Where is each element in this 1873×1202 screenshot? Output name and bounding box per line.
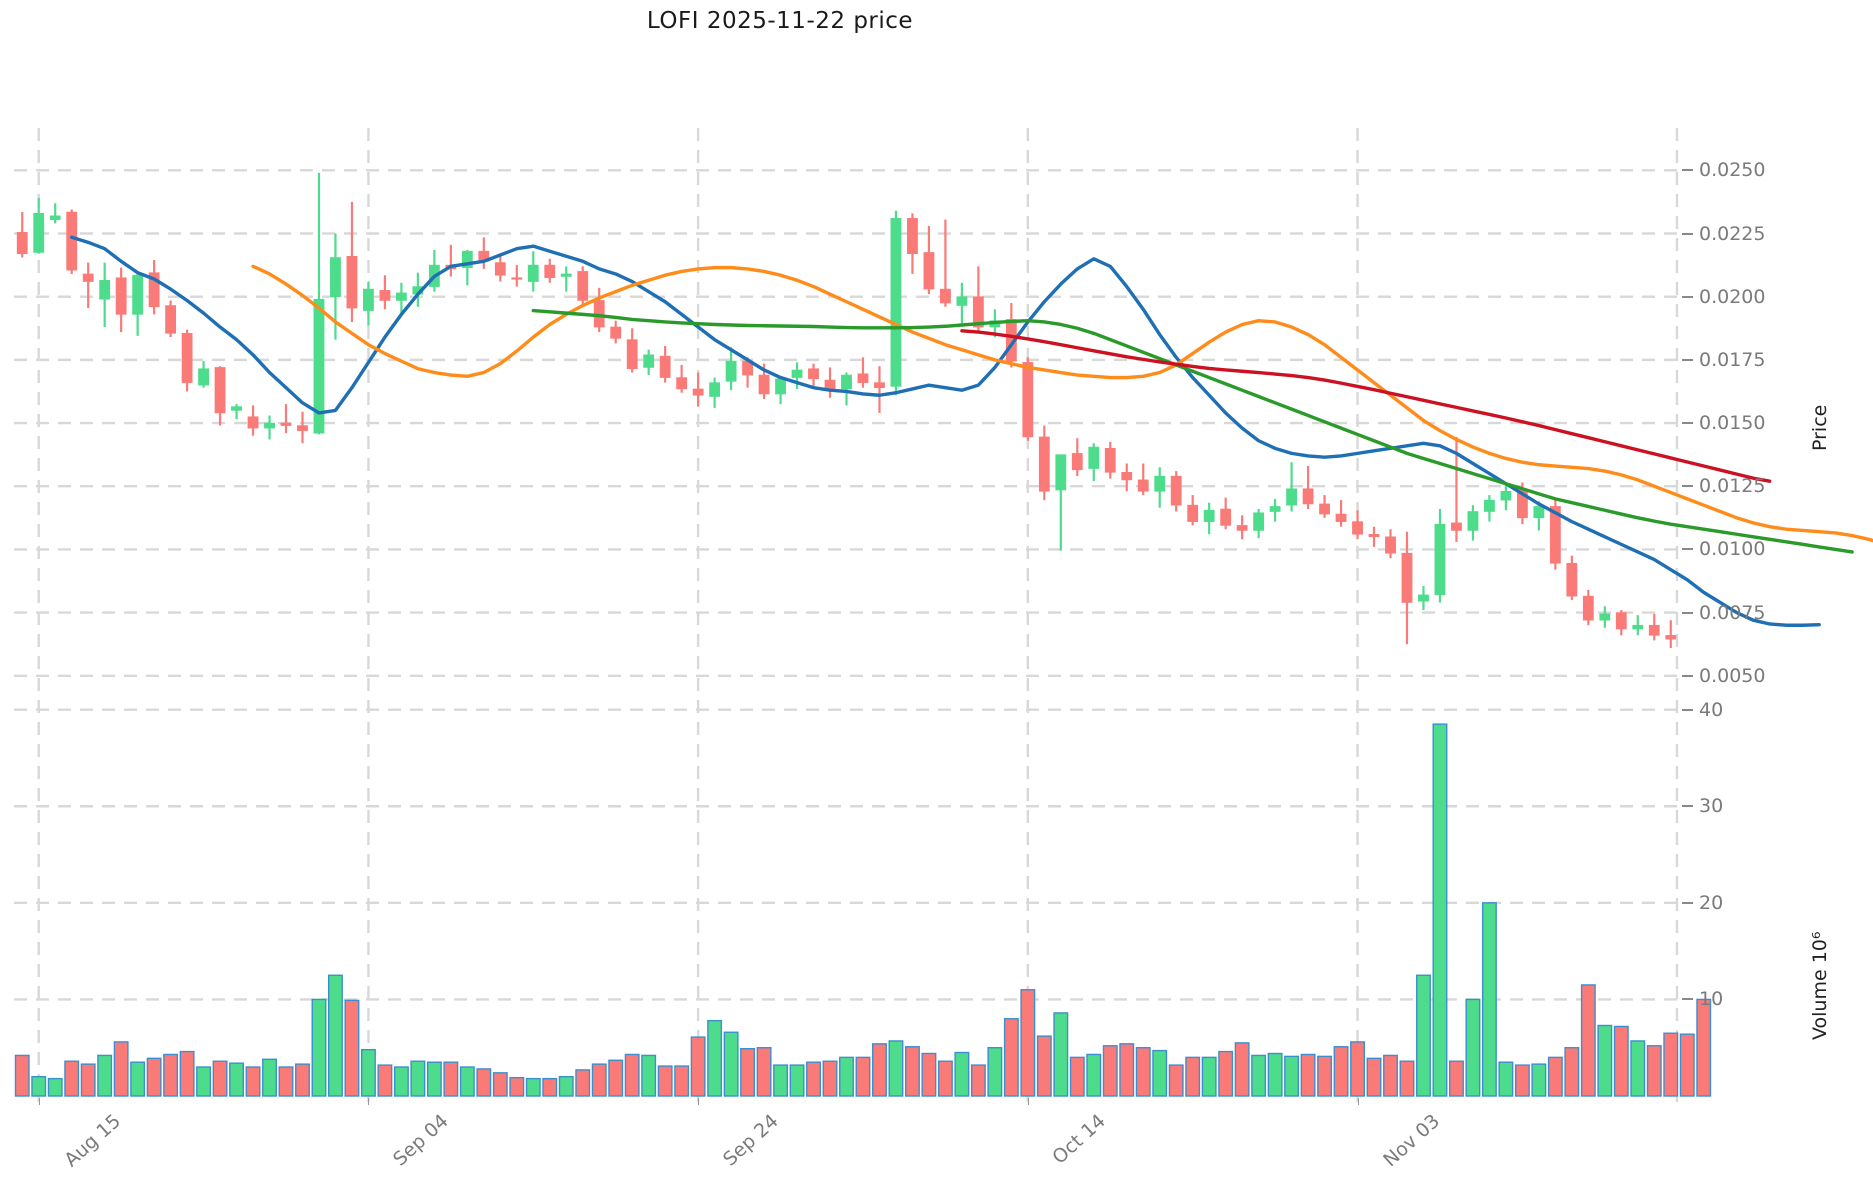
axis-tick-label: 20	[1699, 891, 1724, 914]
x-tick-label: Sep 04	[389, 1110, 454, 1171]
axis-tick-mark	[1682, 611, 1693, 614]
axis-tick-label: 0.0100	[1699, 538, 1766, 561]
ma-line-0	[70, 235, 1821, 627]
price-panel	[14, 128, 1873, 696]
ma-line-1	[251, 264, 1873, 543]
axis-tick-label: 0.0075	[1699, 601, 1766, 624]
axis-tick-mark	[1682, 485, 1693, 488]
axis-tick-label: 0.0250	[1699, 159, 1766, 182]
axis-tick-mark	[1682, 805, 1693, 808]
axis-tick-mark	[1682, 295, 1693, 298]
axis-tick-label: 10	[1699, 988, 1724, 1011]
axis-tick-label: 0.0125	[1699, 475, 1766, 498]
axis-tick-label: 0.0200	[1699, 285, 1766, 308]
axis-tick-mark	[1682, 548, 1693, 551]
axis-tick-mark	[1682, 998, 1693, 1001]
axis-tick-mark	[1682, 422, 1693, 425]
chart-title: LOFI 2025-11-22 price	[646, 8, 914, 34]
axis-tick-mark	[1682, 708, 1693, 711]
x-tick-mark	[1357, 1098, 1359, 1105]
axis-tick-label: 0.0050	[1699, 664, 1766, 687]
x-tick-label: Aug 15	[60, 1110, 125, 1172]
x-tick-mark	[38, 1098, 40, 1105]
axis-tick-label: 0.0175	[1699, 348, 1766, 371]
ma-line-2	[531, 308, 1854, 554]
volume-panel	[14, 700, 1712, 1102]
x-tick-mark	[368, 1098, 370, 1105]
volume-plot	[14, 700, 1712, 1102]
ma-line-3	[960, 329, 1772, 483]
axis-tick-mark	[1682, 674, 1693, 677]
price-axis-title: Price	[1809, 404, 1831, 452]
axis-tick-mark	[1682, 901, 1693, 904]
volume-axis-title: Volume 10⁶	[1809, 931, 1831, 1041]
axis-tick-label: 40	[1699, 698, 1724, 721]
axis-tick-mark	[1682, 232, 1693, 235]
volume-series	[14, 723, 1712, 1097]
axis-tick-label: 0.0225	[1699, 222, 1766, 245]
axis-tick-label: 30	[1699, 795, 1724, 818]
axis-tick-label: 0.0150	[1699, 412, 1766, 435]
x-tick-label: Nov 03	[1378, 1110, 1444, 1172]
x-tick-label: Sep 24	[719, 1110, 783, 1171]
price-plot	[14, 128, 1873, 696]
x-tick-label: Oct 14	[1048, 1110, 1110, 1169]
x-tick-mark	[698, 1098, 700, 1105]
x-tick-mark	[1027, 1098, 1029, 1105]
axis-tick-mark	[1682, 358, 1693, 361]
candlestick-series	[16, 172, 1677, 648]
axis-tick-mark	[1682, 169, 1693, 172]
